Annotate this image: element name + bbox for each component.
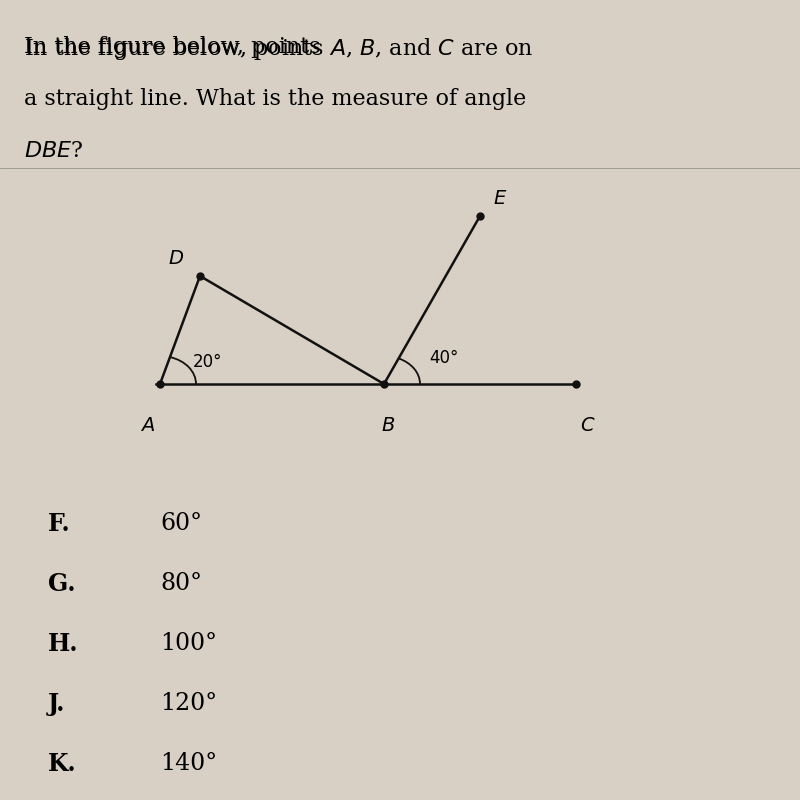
Text: 80°: 80° [160,573,202,595]
Text: $E$: $E$ [493,189,507,208]
Text: $A$: $A$ [141,416,155,435]
Text: 140°: 140° [160,753,217,775]
Text: $D$: $D$ [168,249,184,268]
Text: 60°: 60° [160,513,202,535]
Text: G.: G. [48,572,75,596]
Text: $B$: $B$ [381,416,395,435]
Text: In the figure below, points: In the figure below, points [24,36,328,58]
Text: In the figure below, points $A$, $B$, and $C$ are on: In the figure below, points $A$, $B$, an… [24,36,534,62]
Text: 120°: 120° [160,693,217,715]
Text: F.: F. [48,512,70,536]
Text: K.: K. [48,752,77,776]
Text: 20°: 20° [194,353,222,370]
Text: J.: J. [48,692,66,716]
Text: a straight line. What is the measure of angle: a straight line. What is the measure of … [24,88,526,110]
Text: 100°: 100° [160,633,217,655]
Text: $C$: $C$ [580,416,596,435]
Text: H.: H. [48,632,78,656]
Text: $DBE$?: $DBE$? [24,140,83,162]
Text: 40°: 40° [430,350,458,367]
